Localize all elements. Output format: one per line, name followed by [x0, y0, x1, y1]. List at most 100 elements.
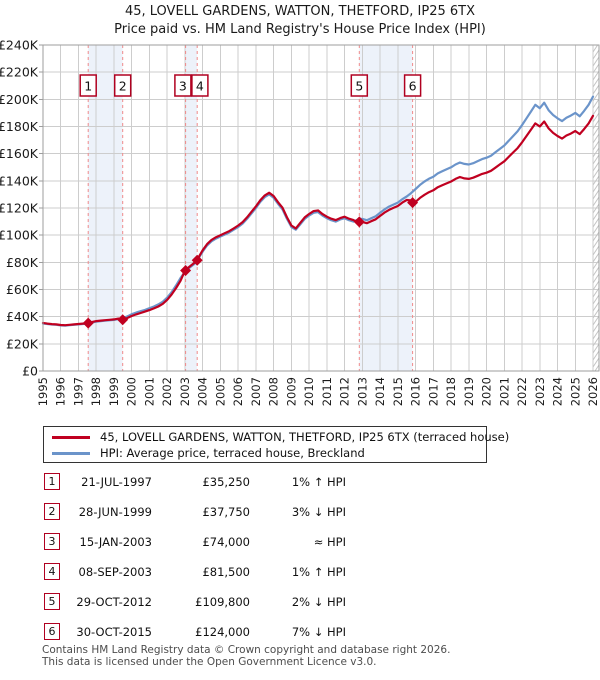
- sale-hpi-delta: 7% ↓ HPI: [291, 625, 346, 639]
- future-hatch: [593, 238, 599, 249]
- x-axis-label: 2023: [533, 377, 547, 406]
- sale-hpi-delta: 1% ↑ HPI: [291, 475, 346, 489]
- future-hatch: [593, 259, 599, 270]
- x-axis-label: 2013: [355, 377, 369, 406]
- page-subtitle: Price paid vs. HM Land Registry's House …: [114, 22, 486, 37]
- sale-row-2: 2 28-JUN-1999 £37,750 3% ↓ HPI: [44, 503, 474, 523]
- x-axis-label: 1995: [36, 377, 50, 406]
- sale-date: 29-OCT-2012: [76, 595, 152, 609]
- future-hatch: [593, 280, 599, 291]
- future-hatch: [593, 91, 599, 102]
- future-hatch: [593, 357, 599, 368]
- y-axis-label: £40K: [6, 309, 39, 324]
- sale-date: 21-JUL-1997: [81, 475, 152, 489]
- hpi-series-line: [41, 95, 595, 327]
- x-axis-label: 1996: [54, 377, 68, 406]
- future-hatch: [593, 49, 599, 60]
- future-hatch: [593, 315, 599, 326]
- y-axis-label: £0: [22, 364, 38, 379]
- legend-property-label: 45, LOVELL GARDENS, WATTON, THETFORD, IP…: [100, 430, 510, 444]
- sale-number-badge: 3: [44, 533, 60, 550]
- x-axis-label: 2022: [515, 377, 529, 406]
- future-hatch: [593, 140, 599, 151]
- future-hatch: [593, 308, 599, 319]
- x-axis-label: 2018: [444, 377, 458, 406]
- x-axis-label: 2019: [462, 377, 476, 406]
- future-hatch: [593, 301, 599, 312]
- footer-copyright: Contains HM Land Registry data © Crown c…: [42, 644, 451, 656]
- marker-flag-number: 2: [119, 79, 127, 94]
- sale-price: £81,500: [202, 565, 250, 579]
- future-hatch: [593, 84, 599, 95]
- sale-number-badge: 1: [44, 473, 60, 490]
- footer-licence: This data is licensed under the Open Gov…: [42, 656, 377, 668]
- y-axis-label: £80K: [6, 255, 39, 270]
- legend-item-property: 45, LOVELL GARDENS, WATTON, THETFORD, IP…: [52, 430, 509, 444]
- future-hatch: [593, 119, 599, 130]
- future-hatch: [593, 336, 599, 347]
- marker-flag-number: 4: [196, 79, 204, 94]
- marker-flag-box: [191, 74, 209, 97]
- x-axis-label: 2009: [284, 377, 298, 406]
- sale-row-6: 6 30-OCT-2015 £124,000 7% ↓ HPI: [44, 623, 474, 643]
- marker-flag-box: [79, 74, 97, 97]
- future-hatch: [593, 56, 599, 67]
- future-hatch: [593, 105, 599, 116]
- x-axis-label: 2026: [586, 377, 600, 406]
- x-axis-label: 2015: [391, 377, 405, 406]
- y-axis-label: £200K: [0, 92, 39, 107]
- sale-date: 30-OCT-2015: [76, 625, 152, 639]
- sale-point-diamond: [191, 254, 203, 266]
- x-axis-label: 1997: [72, 377, 86, 406]
- future-hatch: [593, 252, 599, 263]
- future-hatch: [593, 45, 599, 53]
- future-hatch: [593, 329, 599, 340]
- x-axis-label: 2007: [249, 377, 263, 406]
- x-axis-label: 2024: [551, 377, 565, 406]
- sale-price: £37,750: [202, 505, 250, 519]
- future-hatch: [593, 175, 599, 186]
- marker-flag-number: 6: [409, 79, 417, 94]
- x-axis-label: 2005: [213, 377, 227, 406]
- x-axis-label: 2006: [231, 377, 245, 406]
- sale-price: £124,000: [195, 625, 250, 639]
- sale-point-diamond: [407, 197, 419, 209]
- future-hatch: [593, 350, 599, 361]
- x-axis-label: 1998: [89, 377, 103, 406]
- x-axis-label: 2025: [568, 377, 582, 406]
- sale-row-4: 4 08-SEP-2003 £81,500 1% ↑ HPI: [44, 563, 474, 583]
- x-axis-label: 2001: [143, 377, 157, 406]
- future-hatch: [593, 168, 599, 179]
- future-hatch: [593, 245, 599, 256]
- y-axis-label: £60K: [6, 282, 39, 297]
- future-hatch: [594, 364, 599, 371]
- marker-flag-box: [113, 74, 132, 97]
- sale-point-diamond: [117, 314, 129, 326]
- sale-hpi-delta: 2% ↓ HPI: [291, 595, 346, 609]
- property-line-swatch: [52, 435, 90, 439]
- sale-number-badge: 5: [44, 593, 60, 610]
- future-hatch: [593, 273, 599, 284]
- marker-flag-box: [403, 74, 422, 97]
- y-axis-label: £140K: [0, 173, 39, 188]
- hpi-line-swatch: [52, 451, 90, 455]
- future-hatch: [593, 126, 599, 137]
- future-hatch: [593, 182, 599, 193]
- y-axis-label: £100K: [0, 228, 39, 243]
- sale-date: 08-SEP-2003: [78, 565, 152, 579]
- sale-number-badge: 6: [44, 623, 60, 640]
- x-axis-label: 2012: [338, 377, 352, 406]
- property-series-line: [41, 114, 595, 327]
- future-hatch: [593, 343, 599, 354]
- marker-flag-box: [350, 74, 369, 97]
- future-hatch: [593, 231, 599, 242]
- sale-point-diamond: [180, 265, 192, 276]
- future-hatch: [593, 210, 599, 221]
- sale-row-1: 1 21-JUL-1997 £35,250 1% ↑ HPI: [44, 473, 474, 493]
- y-axis-label: £20K: [6, 336, 39, 351]
- legend-hpi-label: HPI: Average price, terraced house, Brec…: [100, 446, 365, 460]
- x-axis-label: 2003: [178, 377, 192, 406]
- price-history-chart: 1 2 3 4 5 6 £0 £20K £40K £60K £80K £100K £120K £140K £…: [0, 38, 600, 407]
- future-hatch: [593, 161, 599, 172]
